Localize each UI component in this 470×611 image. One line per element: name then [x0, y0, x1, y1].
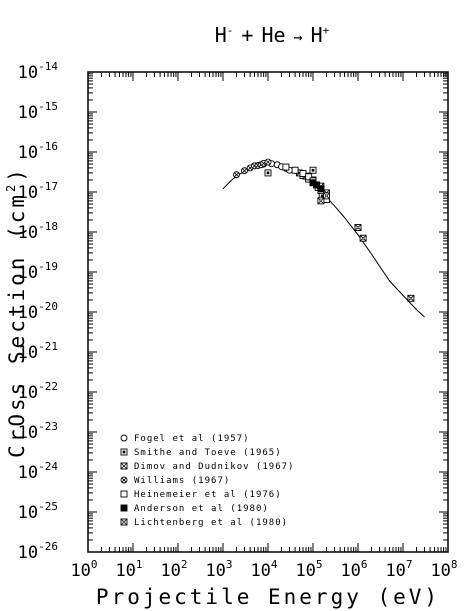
y-tick-label: 10-17: [18, 180, 58, 203]
x-tick-label: 106: [340, 558, 367, 581]
y-tick-label: 10-15: [18, 100, 58, 123]
y-tick-label: 10-25: [18, 500, 58, 523]
legend-label: Williams (1967): [134, 476, 230, 486]
x-tick-label: 104: [250, 558, 277, 581]
x-tick-label: 100: [70, 558, 97, 581]
legend-marker: [120, 476, 128, 484]
legend-marker: [120, 434, 128, 442]
legend-marker: [120, 490, 128, 498]
legend-label: Smithe and Toeve (1965): [134, 448, 282, 458]
legend-marker: [120, 448, 128, 456]
data-point: [317, 197, 325, 205]
axis-ticks: [88, 72, 448, 552]
y-tick-labels: 10-14 10-15 10-16 10-17 10-18 10-19 10-20 10-21…: [18, 60, 59, 563]
data-points: [233, 158, 415, 302]
y-tick-label: 10-26: [18, 540, 58, 563]
legend: Fogel et al (1957) Smithe and Toeve (1965…: [120, 434, 294, 528]
data-point: [313, 181, 321, 189]
data-point: [323, 192, 330, 200]
data-point: [354, 223, 362, 231]
y-tick-label: 10-16: [18, 140, 58, 163]
legend-marker: [120, 518, 128, 526]
data-point: [233, 171, 240, 179]
data-point: [282, 163, 290, 171]
legend-label: Lichtenberg et al (1980): [134, 518, 288, 528]
legend-label: Fogel et al (1957): [134, 434, 250, 444]
chart-title: H- + He → H+: [215, 23, 330, 47]
x-tick-label: 105: [295, 558, 322, 581]
y-tick-label: 10-20: [18, 300, 58, 323]
data-point: [264, 158, 272, 166]
legend-marker: [120, 462, 128, 470]
legend-label: Anderson et al (1980): [134, 504, 269, 514]
x-tick-label: 108: [430, 558, 457, 581]
y-tick-label: 10-22: [18, 380, 58, 403]
x-tick-label: 107: [385, 558, 412, 581]
legend-label: Heinemeier et al (1976): [134, 490, 282, 500]
y-tick-label: 10-24: [18, 460, 59, 483]
legend-label: Dimov and Dudnikov (1967): [134, 462, 294, 472]
data-point: [241, 167, 248, 175]
data-point: [317, 185, 325, 193]
x-tick-labels: 100 101 102 103 104 105 106 107 108: [70, 558, 457, 581]
x-tick-label: 102: [160, 558, 187, 581]
data-point: [264, 169, 272, 177]
y-axis-label: CrOss Section (cm2): [4, 166, 29, 458]
data-point: [305, 173, 313, 181]
data-point: [309, 166, 317, 174]
data-point: [299, 170, 307, 177]
data-point: [359, 234, 367, 242]
x-tick-label: 101: [115, 558, 142, 581]
y-tick-label: 10-19: [18, 260, 58, 283]
data-point: [291, 166, 299, 174]
data-point: [407, 294, 415, 302]
y-tick-label: 10-18: [18, 220, 58, 243]
y-tick-label: 10-21: [18, 340, 58, 363]
y-tick-label: 10-14: [18, 60, 59, 83]
y-tick-label: 10-23: [18, 420, 58, 443]
x-axis-label: Projectile Energy (eV): [96, 585, 440, 609]
x-tick-label: 103: [205, 558, 232, 581]
legend-marker: [120, 504, 128, 512]
